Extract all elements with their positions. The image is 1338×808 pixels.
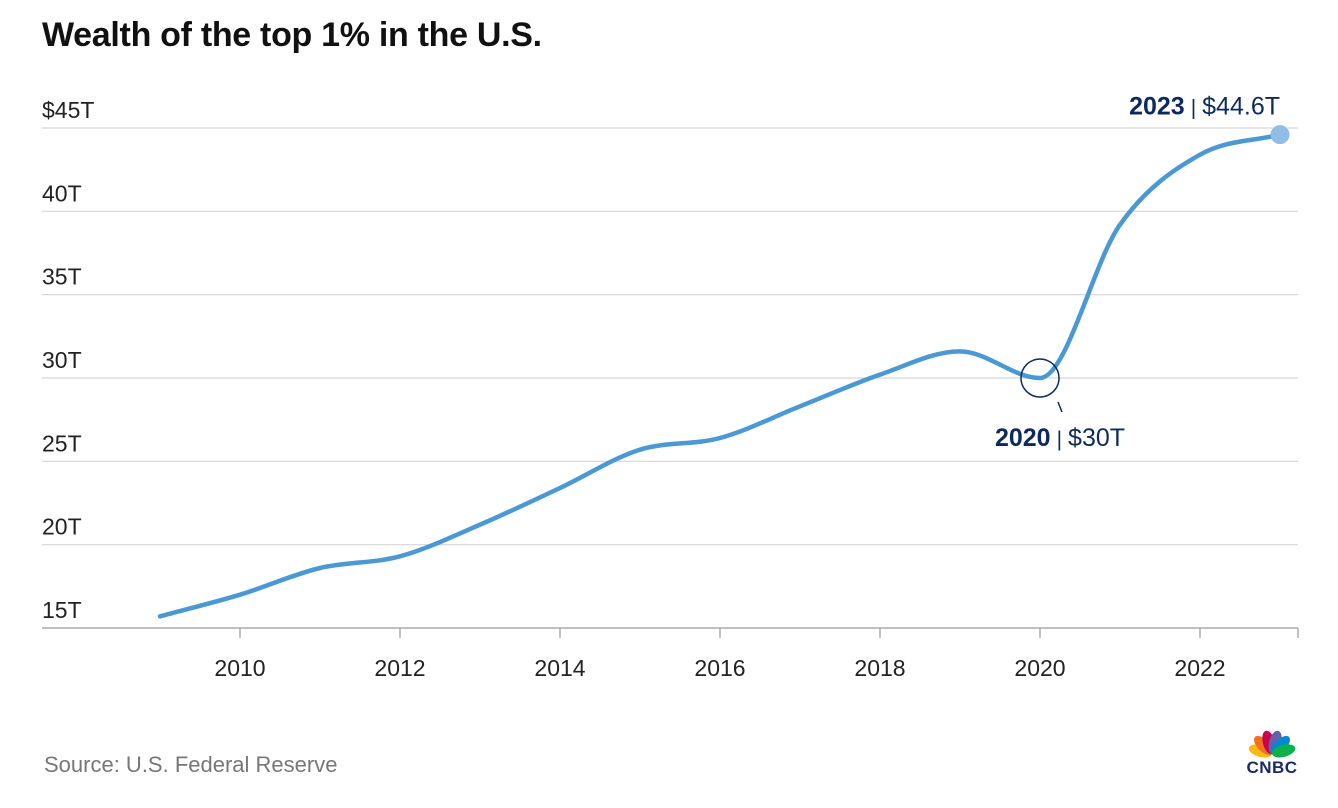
y-tick-label: 40T [42,180,82,206]
annotation-circle [1020,358,1060,398]
x-tick-label: 2010 [214,655,265,681]
x-tick-label: 2014 [534,655,585,681]
series-line [157,132,1283,619]
annotation-value: $30T [1068,424,1125,452]
x-tick-label: 2018 [854,655,905,681]
annotation-label: 2023 | $44.6T [1129,93,1280,121]
x-tick-label: 2012 [374,655,425,681]
annotation-value: $44.6T [1202,93,1280,121]
y-axis-tick-labels: 15T 20T 25T 30T 35T 40T $45T [42,97,94,623]
peacock-icon [1248,730,1296,758]
y-tick-label: 15T [42,597,82,623]
annotation-label: 2020 | $30T [995,424,1125,452]
series-layer [157,132,1283,619]
y-tick-label: 20T [42,514,82,540]
x-tick-label: 2016 [694,655,745,681]
y-tick-label: $45T [42,97,94,123]
logo-wordmark: CNBC [1246,758,1298,777]
annotations-layer: 2020 | $30T 2023 | $44.6T [995,93,1290,452]
annotation-separator: | [1191,97,1196,120]
annotation-separator: | [1057,428,1062,451]
x-tick-label: 2022 [1174,655,1225,681]
source-note: Source: U.S. Federal Reserve [44,752,338,777]
y-tick-label: 35T [42,264,82,290]
y-tick-label: 30T [42,347,82,373]
y-tick-label: 25T [42,430,82,456]
chart-title: Wealth of the top 1% in the U.S. [42,16,542,54]
annotation-dot [1270,125,1290,145]
annotation-year: 2020 [995,424,1051,452]
x-axis-tick-labels: 2010 2012 2014 2016 2018 2020 2022 [214,628,1299,681]
annotation-year: 2023 [1129,93,1185,121]
cnbc-logo: CNBC [1238,718,1306,780]
x-tick-label: 2020 [1014,655,1065,681]
grid-lines [42,127,1298,629]
annotation-leader [1057,401,1063,413]
